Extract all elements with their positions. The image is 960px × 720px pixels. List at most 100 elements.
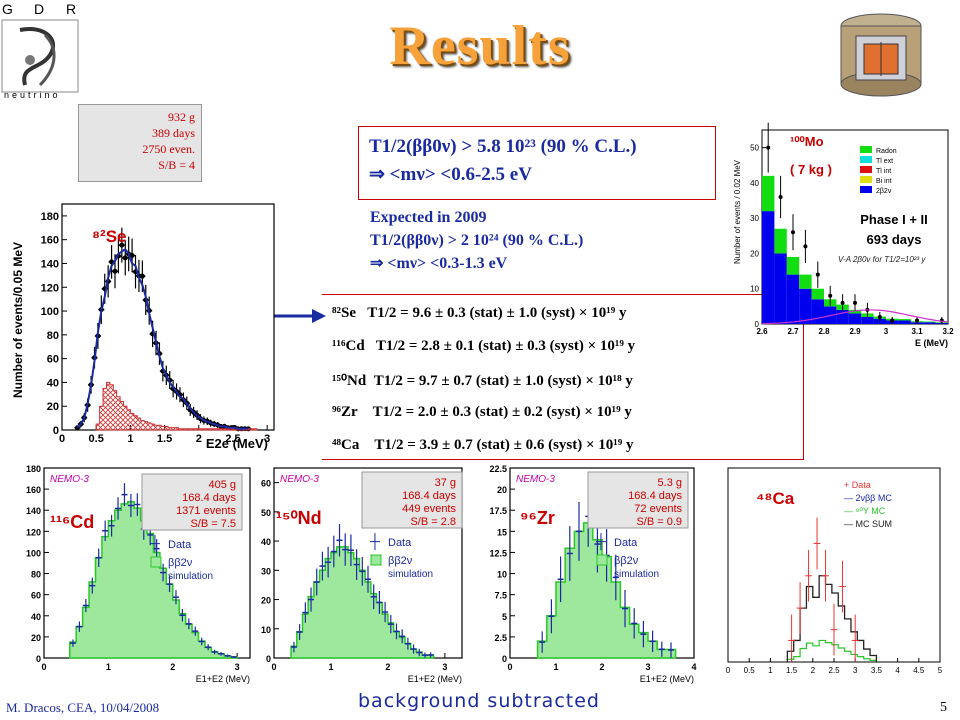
se-info-box: 932 g 389 days 2750 even. S/B = 4 — [78, 104, 202, 182]
legend-swatch — [860, 176, 872, 183]
info-line: S/B = 7.5 — [190, 518, 236, 530]
legend-data-marker: ┼ — [369, 533, 380, 551]
data-point — [815, 272, 820, 277]
x-tick-label: 1 — [328, 662, 333, 672]
chart-zr96: 0 2.5 5 7.5 10 12.5 15 17.5 20 22.5 0 1 2 3 4 NEMO-3 5.3… — [489, 464, 696, 684]
logo-word: neutrino — [4, 90, 61, 100]
legend-entry: — 2νββ MC — [844, 493, 892, 503]
y-tick-label: 10 — [497, 570, 507, 580]
y-tick-label: 100 — [41, 306, 59, 318]
x-tick-label: 4 — [895, 666, 900, 675]
half-life-row: ⁴⁸Ca T1/2 = 3.9 ± 0.7 (stat) ± 0.6 (syst… — [332, 437, 634, 453]
legend-sim-label-2: simulation — [614, 569, 659, 580]
legend-sim-label: ββ2ν — [388, 555, 413, 567]
x-axis-label: E1+E2 (MeV) — [196, 674, 250, 684]
simulation-histogram — [69, 501, 238, 659]
y-tick-label: 20 — [31, 633, 41, 643]
legend-sim-label: ββ2ν — [614, 555, 639, 567]
y-tick-label: 7.5 — [494, 591, 507, 601]
y-tick-label: 0 — [755, 320, 760, 329]
expected-line3: ⇒ <mν> <0.3-1.3 eV — [370, 255, 508, 272]
legend-data-label: Data — [614, 537, 638, 549]
isotope-label: ⁴⁸Ca — [756, 489, 795, 508]
bar-radon — [774, 228, 787, 254]
bar-radon — [923, 321, 936, 323]
legend-sim-swatch — [596, 554, 608, 566]
info-line: 168.4 days — [402, 490, 456, 502]
x-tick-label: 3.1 — [911, 327, 923, 336]
bar-2b2v — [786, 274, 800, 324]
legend-entry: 2β2ν — [876, 188, 892, 195]
y-tick-label: 50 — [750, 144, 759, 153]
y-tick-label: 20 — [497, 485, 507, 495]
x-tick-label: 1 — [106, 662, 111, 672]
data-point — [791, 230, 795, 235]
data-point — [890, 318, 895, 323]
legend-data-label: Data — [168, 539, 192, 551]
y-tick-label: 40 — [47, 377, 59, 389]
x-tick-label: 1 — [553, 662, 558, 672]
nemo-brand: NEMO-3 — [280, 474, 319, 485]
legend-entry: + Data — [844, 480, 871, 490]
x-tick-label: 2.5 — [828, 666, 840, 675]
bar-2b2v — [774, 253, 787, 324]
half-life-row: ⁸²Se T1/2 = 9.6 ± 0.3 (stat) ± 1.0 (syst… — [332, 305, 627, 321]
legend-data-marker: ┼ — [595, 533, 606, 551]
info-box — [361, 471, 463, 529]
x-tick-label: 3.2 — [942, 327, 954, 336]
y-tick-label: 120 — [41, 282, 59, 294]
x-tick-label: 3 — [442, 662, 447, 672]
data-point-marker — [122, 255, 128, 261]
half-life-table: ⁸²Se T1/2 = 9.6 ± 0.3 (stat) ± 1.0 (syst… — [322, 294, 804, 460]
data-point — [840, 300, 845, 305]
legend-entry: Tl ext — [876, 158, 893, 165]
data-point — [853, 300, 857, 305]
data-point — [915, 318, 919, 323]
expected-line1: Expected in 2009 — [370, 209, 487, 226]
page-title: Results — [389, 15, 571, 77]
y-tick-label: 15 — [497, 527, 507, 537]
y-tick-label: 60 — [261, 479, 271, 489]
legend-sim-label-2: simulation — [168, 571, 213, 582]
x-tick-label: 4 — [691, 662, 696, 672]
footer-author: M. Dracos, CEA, 10/04/2008 — [6, 700, 160, 715]
y-tick-label: 60 — [47, 354, 59, 366]
info-box — [587, 471, 689, 529]
bar-2b2v — [898, 320, 911, 324]
main-result-box: T1/2(ββ0ν) > 5.8 10²³ (90 % C.L.) ⇒ <mν>… — [358, 126, 716, 200]
nemo-brand: NEMO-3 — [50, 474, 89, 485]
se-info-sb: S/B = 4 — [158, 158, 195, 172]
bar-radon — [799, 274, 812, 289]
bar-2b2v — [811, 299, 824, 324]
bar-2b2v — [762, 211, 775, 324]
info-line: S/B = 0.9 — [636, 516, 682, 528]
legend-swatch — [860, 146, 872, 153]
info-line: S/B = 2.8 — [410, 516, 456, 528]
x-tick-label: 0 — [507, 662, 512, 672]
expected-block: Expected in 2009 T1/2(ββ0ν) > 2 10²⁴ (90… — [370, 206, 583, 275]
logo-letter-r: R — [66, 1, 76, 17]
info-line: 37 g — [435, 477, 456, 489]
y-tick-label: 180 — [41, 211, 59, 223]
bar-radon — [811, 288, 824, 300]
x-tick-label: 5 — [938, 666, 943, 675]
legend-sim-label: ββ2ν — [168, 557, 193, 569]
x-tick-label: 3.5 — [871, 666, 883, 675]
legend-entry: Tl int — [876, 168, 891, 175]
data-point — [778, 195, 783, 200]
se-info-days: 389 days — [152, 126, 195, 140]
gdr-neutrino-logo-graphic: G D R neutrino — [1, 1, 79, 100]
x-tick-label: 0 — [59, 433, 65, 445]
info-line: 72 events — [634, 503, 682, 515]
half-life-row: ¹⁵⁰Nd T1/2 = 9.7 ± 0.7 (stat) ± 1.0 (sys… — [332, 373, 633, 389]
data-point — [766, 145, 771, 150]
info-line: 405 g — [208, 479, 236, 491]
legend-sim-swatch — [150, 556, 162, 568]
se-info-mass: 932 g — [168, 110, 195, 124]
gdr-logo: G D R neutrino — [0, 0, 80, 100]
plot-frame — [61, 203, 275, 431]
half-life-row: ¹¹⁶Cd T1/2 = 2.8 ± 0.1 (stat) ± 0.3 (sys… — [332, 338, 636, 354]
half-life-row: ⁹⁶Zr T1/2 = 2.0 ± 0.3 (stat) ± 0.2 (syst… — [332, 404, 632, 420]
x-tick-label: 2.9 — [849, 327, 861, 336]
